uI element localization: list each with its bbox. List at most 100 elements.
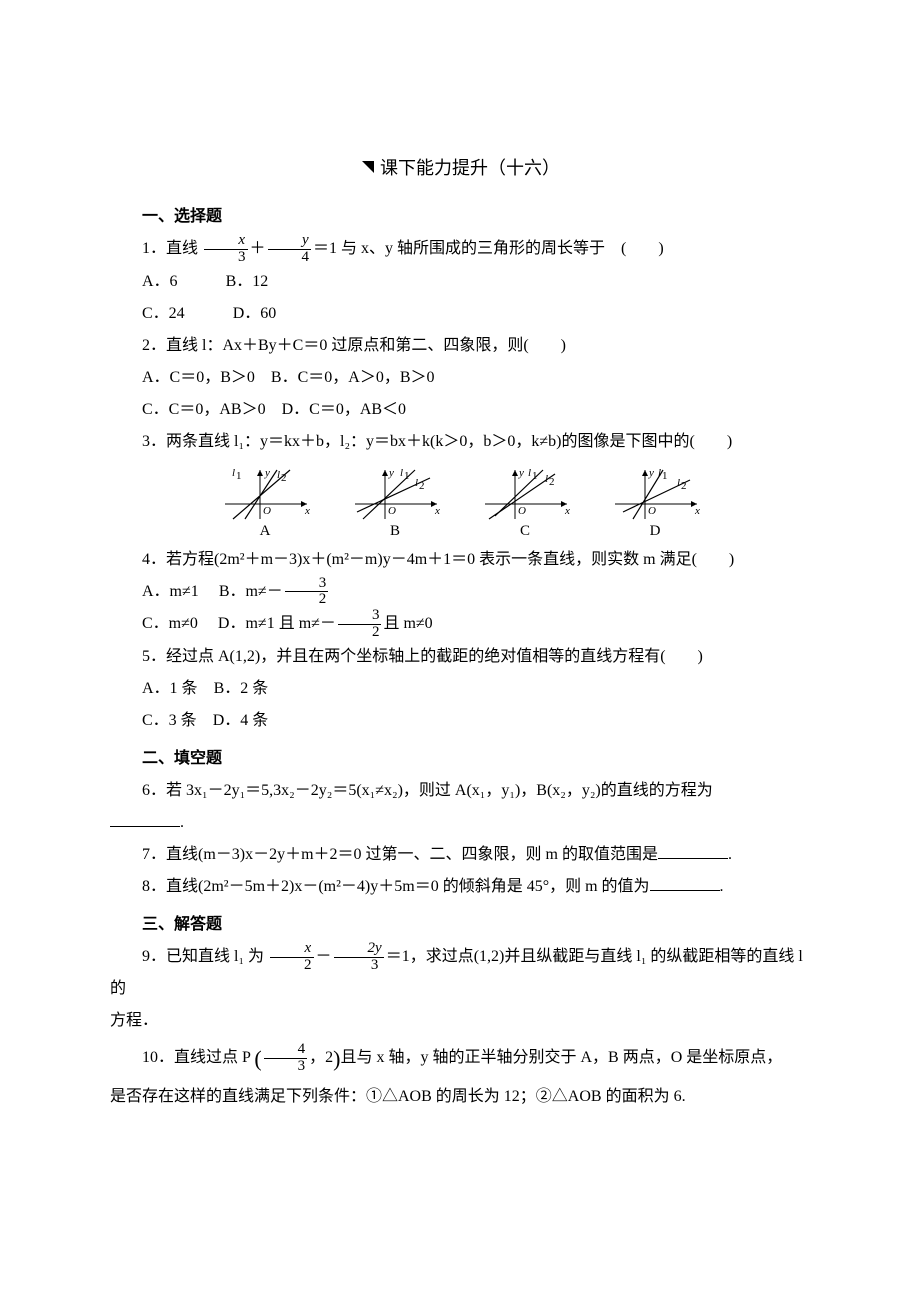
- svg-text:x: x: [694, 505, 700, 517]
- q5-B: B．2 条: [214, 680, 269, 697]
- q4-D-pre: D．m≠1 且 m≠－: [218, 615, 336, 632]
- svg-text:l: l: [658, 467, 661, 479]
- svg-text:O: O: [518, 505, 526, 517]
- svg-text:l: l: [400, 467, 403, 479]
- q1-A: A．6: [142, 273, 178, 290]
- title-text: 课下能力提升（十六）: [380, 158, 560, 178]
- q9-frac1: x2: [270, 941, 314, 974]
- q5-D: D．4 条: [213, 712, 269, 729]
- q2-C: C．C＝0，AB＞0: [142, 401, 266, 418]
- svg-text:O: O: [263, 505, 271, 517]
- q8-blank[interactable]: [650, 874, 720, 891]
- q3-graph-A: l1 l2 y x O A: [215, 464, 315, 540]
- q9-f2d: 3: [334, 957, 384, 974]
- svg-text:1: 1: [236, 470, 242, 482]
- q9-frac2: 2y3: [334, 941, 384, 974]
- svg-text:O: O: [648, 505, 656, 517]
- q9-pre: 9．已知直线 l₁ 为: [142, 948, 264, 965]
- q1-frac1: x 3: [204, 233, 248, 266]
- q7-suffix: .: [728, 846, 732, 863]
- svg-text:l: l: [677, 477, 680, 489]
- q4-A: A．m≠1: [142, 583, 199, 600]
- q2-D: D．C＝0，AB＜0: [282, 401, 406, 418]
- q10-comma: ，: [309, 1049, 325, 1066]
- q9-tail: 方程．: [110, 1005, 810, 1037]
- arrow-icon: [360, 151, 376, 187]
- q4-D-den: 2: [338, 624, 382, 641]
- svg-text:1: 1: [404, 470, 410, 482]
- q7-blank[interactable]: [658, 842, 728, 859]
- q9-f1n: x: [270, 941, 314, 957]
- q1-frac2-den: 4: [268, 249, 312, 266]
- svg-text:1: 1: [662, 470, 668, 482]
- svg-text:O: O: [388, 505, 396, 517]
- q3-C-label: C: [475, 524, 575, 539]
- q6-blank[interactable]: [110, 810, 180, 827]
- q1-C: C．24: [142, 305, 185, 322]
- q4-D-frac: 32: [338, 608, 382, 641]
- q3-graph-B: l1 l2 y x O B: [345, 464, 445, 540]
- q10-fn: 4: [264, 1042, 308, 1058]
- q3-stem: 3．两条直线 l₁：y＝kx＋b，l₂：y＝bx＋k(k＞0，b＞0，k≠b)的…: [110, 426, 810, 458]
- q4-D-num: 3: [338, 608, 382, 624]
- q10-two: 2: [325, 1049, 333, 1066]
- q1-frac1-den: 3: [204, 249, 248, 266]
- q10-fd: 3: [264, 1058, 308, 1075]
- svg-text:y: y: [264, 467, 270, 479]
- q2-A: A．C＝0，B＞0: [142, 369, 255, 386]
- svg-text:y: y: [388, 467, 394, 479]
- q1-stem: 1．直线 x 3 ＋ y 4 ＝1 与 x、y 轴所围成的三角形的周长等于 ( …: [110, 233, 810, 266]
- q7-stem: 7．直线(m－3)x－2y＋m＋2＝0 过第一、二、四象限，则 m 的取值范围是…: [110, 839, 810, 871]
- section-fill: 二、填空题: [110, 743, 810, 775]
- svg-text:l: l: [545, 473, 548, 485]
- svg-text:x: x: [304, 505, 310, 517]
- q10-tail: 是否存在这样的直线满足下列条件：①△AOB 的周长为 12；②△AOB 的面积为…: [110, 1081, 810, 1113]
- q2-row2: C．C＝0，AB＞0 D．C＝0，AB＜0: [110, 394, 810, 426]
- q3-graph-D: l1 l2 y x O D: [605, 464, 705, 540]
- q6-suffix: .: [180, 814, 184, 831]
- q3-B-label: B: [345, 524, 445, 539]
- q2-B: B．C＝0，A＞0，B＞0: [271, 369, 435, 386]
- q9-f1d: 2: [270, 957, 314, 974]
- q6-stem: 6．若 3x₁－2y₁＝5,3x₂－2y₂＝5(x₁≠x₂)，则过 A(x₁，y…: [110, 775, 810, 807]
- svg-text:2: 2: [549, 476, 555, 488]
- q4-row2: C．m≠0 D．m≠1 且 m≠－32且 m≠0: [110, 608, 810, 641]
- q1-row1: A．6 B．12: [110, 266, 810, 298]
- svg-text:l: l: [232, 467, 235, 479]
- q3-graph-C: l1 l2 y x O C: [475, 464, 575, 540]
- svg-text:2: 2: [281, 472, 287, 484]
- q1-D: D．60: [233, 305, 277, 322]
- q4-row1: A．m≠1 B．m≠－32: [110, 576, 810, 609]
- q5-C: C．3 条: [142, 712, 197, 729]
- q1-frac2-num: y: [268, 233, 312, 249]
- svg-text:y: y: [518, 467, 524, 479]
- q1-B: B．12: [226, 273, 269, 290]
- q4-stem: 4．若方程(2m²＋m－3)x＋(m²－m)y－4m＋1＝0 表示一条直线，则实…: [110, 544, 810, 576]
- q8-stem: 8．直线(2m²－5m＋2)x－(m²－4)y＋5m＝0 的倾斜角是 45°，则…: [110, 871, 810, 903]
- q3-D-label: D: [605, 524, 705, 539]
- q6-text: 6．若 3x₁－2y₁＝5,3x₂－2y₂＝5(x₁≠x₂)，则过 A(x₁，y…: [142, 782, 713, 799]
- q8-text: 8．直线(2m²－5m＋2)x－(m²－4)y＋5m＝0 的倾斜角是 45°，则…: [142, 878, 650, 895]
- q10-mid: 且与 x 轴，y 轴的正半轴分别交于 A，B 两点，O 是坐标原点，: [340, 1049, 782, 1066]
- q3-A-label: A: [215, 524, 315, 539]
- q1-frac2: y 4: [268, 233, 312, 266]
- q9-f2n: 2y: [334, 941, 384, 957]
- svg-text:l: l: [277, 469, 280, 481]
- svg-text:x: x: [434, 505, 440, 517]
- q2-stem: 2．直线 l：Ax＋By＋C＝0 过原点和第二、四象限，则( ): [110, 330, 810, 362]
- q10-frac: 43: [264, 1042, 308, 1075]
- q4-B-frac: 32: [285, 576, 329, 609]
- section-long: 三、解答题: [110, 909, 810, 941]
- q4-C: C．m≠0: [142, 615, 198, 632]
- section-mcq: 一、选择题: [110, 201, 810, 233]
- q4-B-num: 3: [285, 576, 329, 592]
- q8-suffix: .: [720, 878, 724, 895]
- q9-minus: －: [316, 948, 332, 965]
- svg-text:2: 2: [681, 480, 687, 492]
- svg-text:x: x: [564, 505, 570, 517]
- q5-stem: 5．经过点 A(1,2)，并且在两个坐标轴上的截距的绝对值相等的直线方程有( ): [110, 641, 810, 673]
- q10-pre: 10．直线过点 P: [142, 1049, 250, 1066]
- q1-after: ＝1 与 x、y 轴所围成的三角形的周长等于 ( ): [313, 240, 664, 257]
- q5-row1: A．1 条 B．2 条: [110, 673, 810, 705]
- svg-text:1: 1: [532, 470, 538, 482]
